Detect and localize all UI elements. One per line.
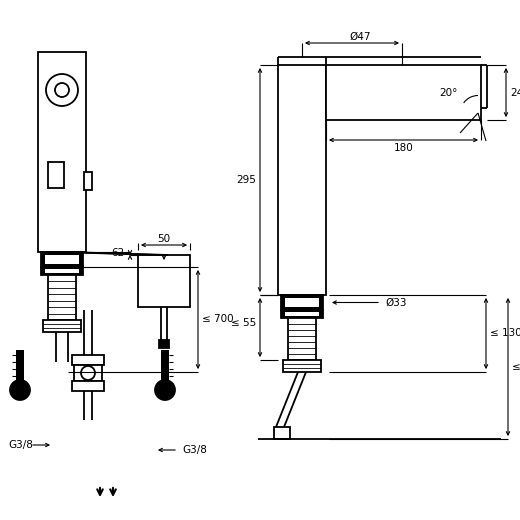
Text: 245: 245: [510, 87, 520, 98]
Text: 20°: 20°: [439, 88, 457, 98]
Bar: [274, 427, 290, 439]
Bar: [48, 162, 64, 188]
Bar: [285, 298, 319, 307]
Bar: [281, 310, 323, 318]
Text: ≤ 130: ≤ 130: [490, 329, 520, 339]
Bar: [159, 340, 169, 348]
Bar: [41, 252, 83, 267]
Circle shape: [10, 380, 30, 400]
Bar: [278, 65, 326, 295]
Text: G3/8: G3/8: [8, 440, 33, 450]
Bar: [45, 269, 79, 273]
Text: Ø47: Ø47: [349, 32, 371, 42]
Text: ≤ 55: ≤ 55: [231, 318, 256, 328]
Bar: [48, 275, 76, 320]
Bar: [72, 381, 104, 391]
Text: 180: 180: [394, 143, 413, 153]
Circle shape: [46, 74, 78, 106]
Bar: [281, 295, 323, 310]
Bar: [45, 255, 79, 264]
Bar: [326, 65, 481, 120]
Bar: [84, 172, 92, 190]
Bar: [138, 255, 190, 307]
Text: Ø33: Ø33: [385, 297, 407, 307]
Bar: [285, 312, 319, 316]
Bar: [41, 267, 83, 275]
Text: 50: 50: [158, 234, 171, 244]
Text: 295: 295: [236, 175, 256, 185]
Bar: [283, 360, 321, 372]
Bar: [16, 350, 24, 390]
Text: G3/8: G3/8: [182, 445, 207, 455]
Bar: [74, 365, 102, 381]
Circle shape: [81, 366, 95, 380]
Circle shape: [155, 380, 175, 400]
Bar: [288, 318, 316, 360]
Text: ≤ 370: ≤ 370: [512, 362, 520, 372]
Text: ≤ 700: ≤ 700: [202, 315, 233, 324]
Circle shape: [55, 83, 69, 97]
Bar: [43, 320, 81, 332]
Bar: [72, 355, 104, 365]
Bar: [38, 52, 86, 252]
Text: 62: 62: [111, 249, 124, 258]
Bar: [161, 350, 169, 390]
